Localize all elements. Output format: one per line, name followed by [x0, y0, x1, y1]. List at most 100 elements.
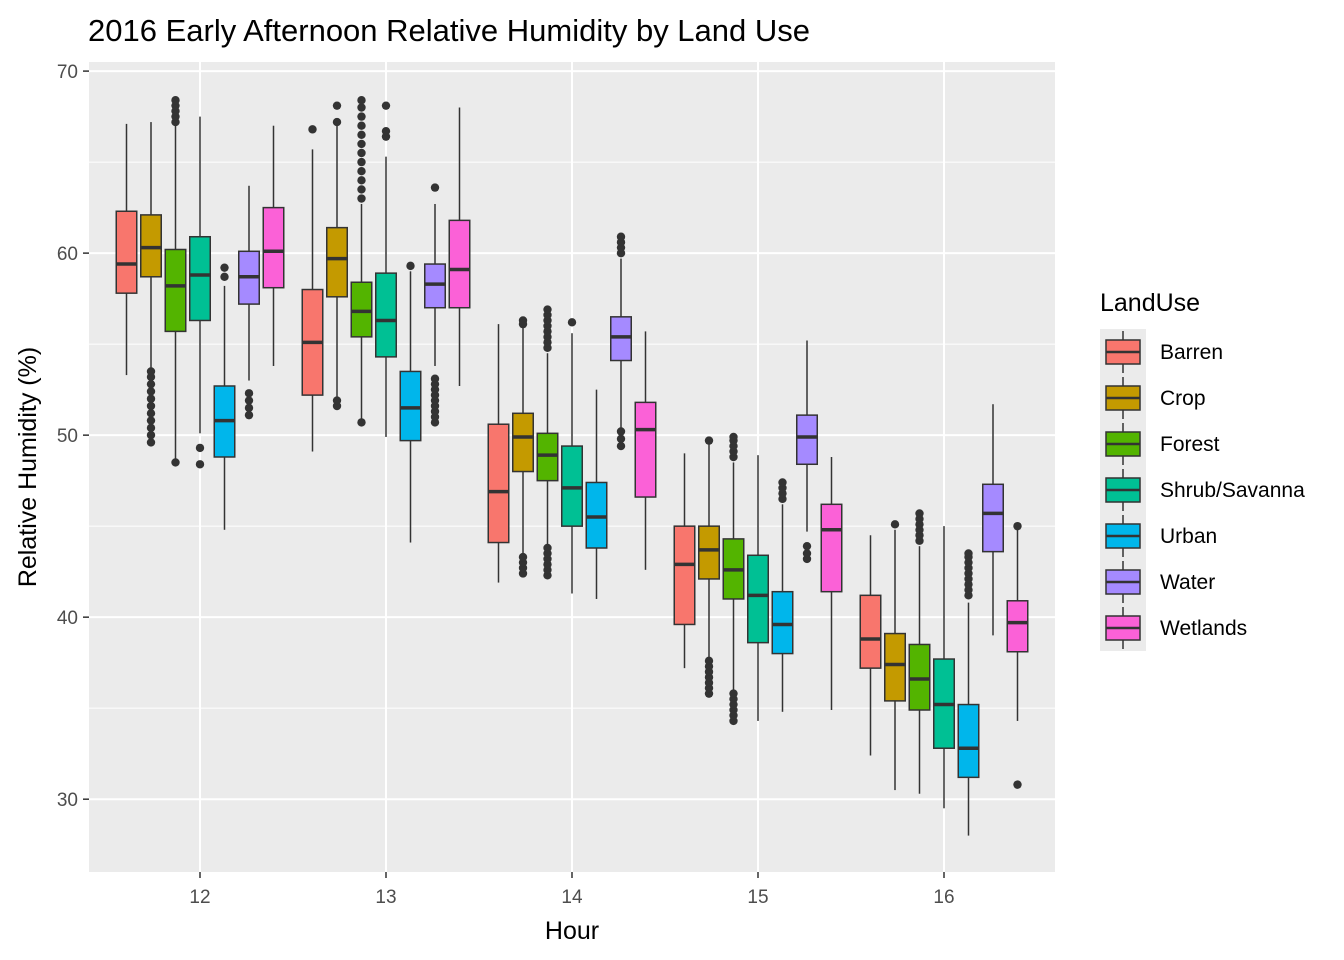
box-wetlands-15 — [820, 456, 843, 710]
box-iqr — [140, 214, 162, 278]
outlier-point — [332, 101, 342, 110]
outlier-point — [357, 167, 366, 176]
outlier-point — [890, 520, 900, 529]
box-water-15 — [796, 340, 818, 564]
outlier-point — [802, 541, 812, 551]
outlier-point — [616, 434, 626, 443]
outlier-point — [146, 367, 156, 376]
outlier-point — [357, 112, 366, 121]
outlier-point — [543, 305, 552, 314]
outlier-point — [244, 403, 254, 413]
outlier-point — [146, 409, 156, 418]
outlier-point — [357, 121, 366, 130]
y-tick-label: 50 — [57, 426, 78, 447]
y-tick-label: 70 — [57, 62, 78, 83]
legend: LandUse Barren Crop Forest Shrub/Savanna Urb… — [1100, 289, 1305, 651]
outlier-point — [357, 157, 366, 167]
outlier-point — [171, 458, 180, 467]
outlier-point — [964, 549, 973, 558]
legend-label: Water — [1160, 571, 1215, 594]
legend-item-forest: Forest — [1105, 423, 1220, 465]
box-barren-13 — [301, 125, 324, 452]
box-urban-16 — [957, 549, 980, 836]
outlier-point — [220, 263, 229, 272]
y-axis-title: Relative Humidity (%) — [14, 347, 42, 587]
box-iqr — [982, 483, 1004, 553]
box-iqr — [747, 554, 769, 644]
x-tick-label: 12 — [189, 887, 210, 908]
box-iqr — [424, 263, 446, 309]
outlier-point — [430, 183, 440, 192]
outlier-point — [146, 387, 156, 396]
box-iqr — [115, 210, 138, 294]
x-tick-label: 16 — [933, 887, 954, 908]
box-wetlands-12 — [262, 125, 285, 366]
x-tick-label: 15 — [747, 887, 768, 908]
box-water-12 — [238, 185, 260, 420]
outlier-point — [195, 460, 205, 469]
box-forest-13 — [350, 96, 373, 427]
box-wetlands-16 — [1006, 521, 1029, 789]
box-iqr — [262, 206, 285, 289]
outlier-point — [357, 130, 366, 140]
box-iqr — [1006, 600, 1029, 653]
legend-label: Shrub/Savanna — [1160, 479, 1305, 502]
box-iqr — [673, 525, 696, 626]
outlier-point — [1013, 521, 1022, 531]
outlier-point — [332, 396, 342, 405]
outlier-point — [146, 416, 156, 425]
x-axis: 12 13 14 15 16 — [189, 872, 955, 908]
outlier-point — [244, 410, 254, 420]
outlier-point — [729, 689, 738, 698]
box-urban-13 — [399, 261, 422, 543]
chart-title: 2016 Early Afternoon Relative Humidity b… — [88, 13, 810, 48]
box-shrub-savanna-16 — [933, 526, 955, 809]
box-crop-15 — [698, 436, 720, 698]
x-axis-title: Hour — [545, 917, 599, 945]
outlier-point — [729, 432, 738, 442]
outlier-point — [567, 318, 577, 327]
outlier-point — [381, 126, 391, 136]
box-water-14 — [610, 232, 632, 451]
box-crop-13 — [326, 101, 348, 411]
box-iqr — [957, 703, 980, 779]
y-tick-label: 40 — [57, 608, 78, 629]
box-urban-14 — [585, 389, 608, 599]
outlier-point — [543, 543, 552, 553]
y-tick-label: 60 — [57, 244, 78, 265]
box-crop-12 — [140, 122, 162, 447]
outlier-point — [381, 101, 391, 110]
x-tick-label: 14 — [561, 887, 583, 908]
outlier-point — [171, 96, 180, 105]
outlier-point — [146, 379, 156, 389]
box-iqr — [561, 445, 583, 527]
box-iqr — [399, 370, 422, 442]
box-iqr — [610, 316, 632, 362]
outlier-point — [357, 96, 366, 105]
y-tick-label: 30 — [57, 790, 78, 811]
box-iqr — [375, 272, 397, 358]
outlier-point — [357, 194, 366, 203]
box-crop-16 — [884, 520, 906, 791]
legend-label: Wetlands — [1160, 617, 1247, 640]
box-water-16 — [982, 404, 1004, 636]
outlier-point — [430, 374, 440, 383]
box-iqr — [487, 423, 510, 544]
legend-title: LandUse — [1100, 289, 1200, 317]
box-shrub-savanna-13 — [375, 101, 397, 437]
outlier-point — [146, 423, 156, 433]
box-iqr — [326, 226, 348, 298]
outlier-point — [518, 316, 528, 325]
outlier-point — [357, 148, 366, 158]
box-iqr — [164, 248, 187, 333]
outlier-point — [616, 427, 626, 436]
legend-item-urban: Urban — [1105, 515, 1217, 557]
box-barren-15 — [673, 453, 696, 669]
box-forest-12 — [164, 96, 187, 467]
box-iqr — [698, 525, 720, 580]
legend-label: Forest — [1160, 433, 1220, 456]
box-iqr — [189, 235, 211, 322]
outlier-point — [357, 418, 366, 427]
outlier-point — [518, 552, 528, 562]
